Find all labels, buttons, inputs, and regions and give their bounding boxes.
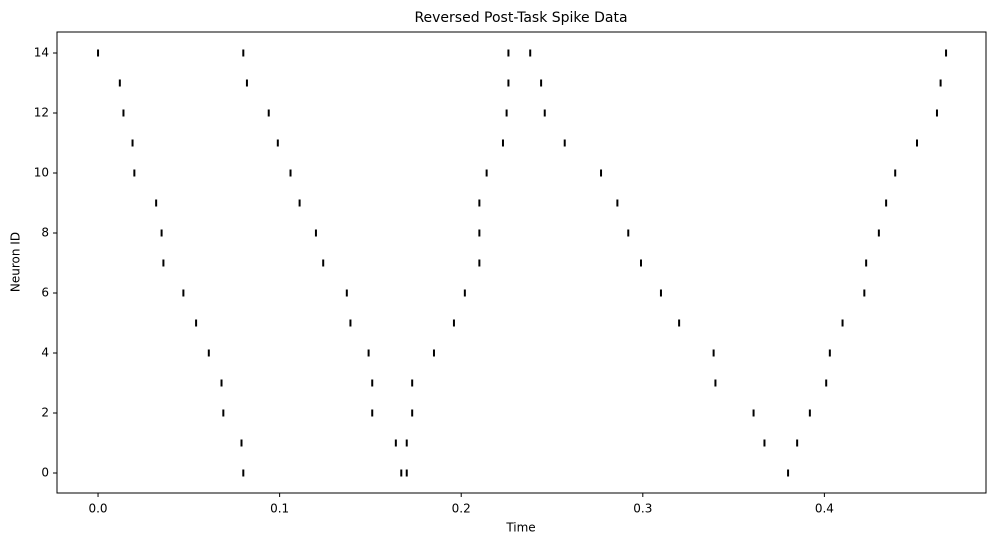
y-axis-label: Neuron ID — [9, 232, 23, 292]
x-tick-label: 0.2 — [452, 502, 471, 516]
x-axis-label: Time — [505, 521, 535, 535]
y-tick-label: 6 — [41, 285, 49, 299]
y-tick-label: 0 — [41, 465, 49, 479]
y-tick-label: 12 — [34, 105, 49, 119]
x-tick-label: 0.3 — [633, 502, 652, 516]
y-tick-label: 4 — [41, 345, 49, 359]
y-tick-label: 14 — [34, 45, 49, 59]
plot-frame — [56, 31, 987, 494]
x-tick-label: 0.4 — [815, 502, 834, 516]
x-tick-label: 0.0 — [88, 502, 107, 516]
x-tick-label: 0.1 — [270, 502, 289, 516]
y-tick-label: 8 — [41, 225, 49, 239]
chart-title: Reversed Post-Task Spike Data — [414, 10, 627, 26]
y-tick-label: 2 — [41, 405, 49, 419]
y-tick-label: 10 — [34, 165, 49, 179]
